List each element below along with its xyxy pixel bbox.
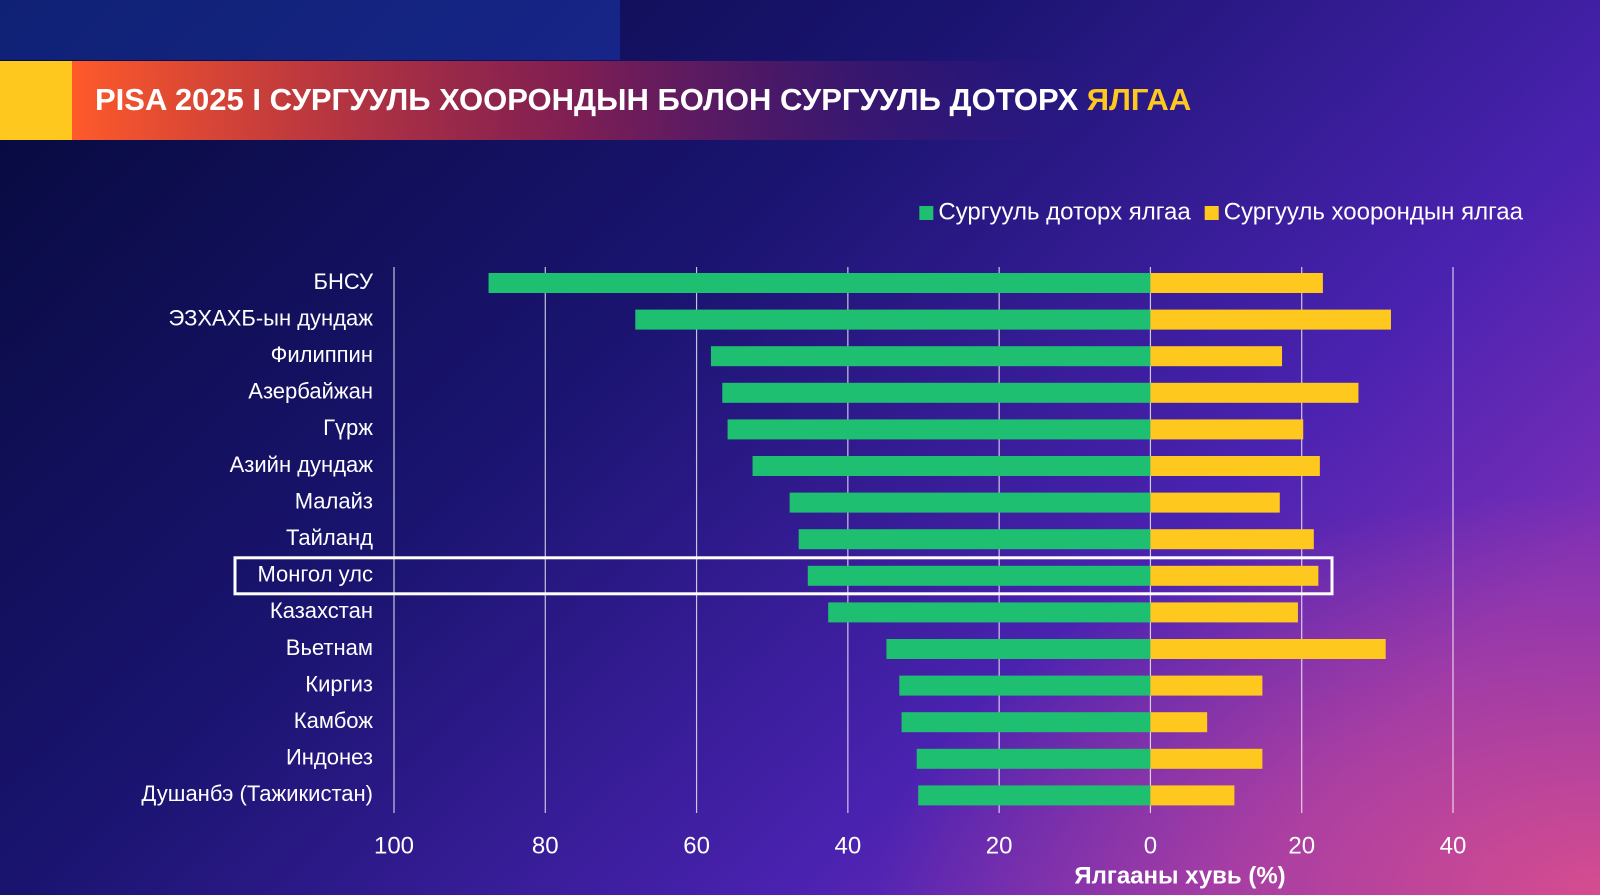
y-tick-label: БНСУ	[314, 269, 374, 294]
y-tick-label: Филиппин	[271, 342, 373, 367]
bar	[807, 565, 1151, 586]
highlight-box	[233, 556, 1334, 596]
bar	[1150, 492, 1280, 513]
bar	[1150, 273, 1323, 293]
title-text: PISA 2025 I СУРГУУЛЬ ХООРОНДЫН БОЛОН СУР…	[95, 82, 1078, 117]
x-tick-label: 20	[1288, 832, 1315, 859]
x-tick-label: 100	[374, 832, 414, 859]
bar	[828, 602, 1151, 623]
bar	[901, 712, 1151, 733]
bar	[1150, 456, 1320, 476]
bar	[1150, 419, 1304, 440]
bar	[1150, 529, 1314, 550]
x-tick-label: 60	[683, 832, 710, 859]
bar	[1150, 675, 1263, 696]
y-tick-label: Малайз	[295, 488, 373, 513]
bar	[635, 309, 1151, 330]
y-tick-label: Гүрж	[323, 415, 373, 440]
bar	[789, 492, 1151, 513]
bar	[886, 639, 1151, 659]
legend-swatch	[1204, 206, 1219, 220]
y-tick-label: Монгол улс	[257, 562, 373, 587]
y-tick-label: Душанбэ (Тажикистан)	[141, 781, 373, 806]
bar	[1150, 346, 1283, 367]
y-tick-label: Казахстан	[270, 598, 373, 623]
y-tick-label: Вьетнам	[286, 635, 373, 660]
bar	[798, 529, 1151, 550]
bar	[1150, 309, 1391, 330]
bar	[727, 419, 1151, 440]
title-banner	[72, 61, 1072, 140]
bar	[722, 382, 1151, 403]
y-tick-label: ЭЗХАХБ-ын дундаж	[169, 305, 374, 330]
bar	[916, 748, 1151, 769]
y-tick-label: Индонез	[286, 745, 373, 770]
bar	[1150, 602, 1298, 623]
bar	[1150, 785, 1235, 806]
title: PISA 2025 I СУРГУУЛЬ ХООРОНДЫН БОЛОН СУР…	[95, 82, 1191, 117]
y-tick-label: Азийн дундаж	[230, 452, 374, 477]
legend-label: Сургууль доторх ялгаа	[938, 198, 1191, 225]
y-tick-label: Киргиз	[305, 671, 373, 696]
plot: 100 80 60 40 20 0 20 40 Ялгааны хувь (%) БНСУ ЭЗХА…	[141, 198, 1523, 889]
bar	[488, 273, 1151, 293]
x-tick-label: 20	[986, 832, 1013, 859]
bar	[1150, 712, 1208, 733]
legend-swatch	[919, 206, 934, 220]
title-highlight: ЯЛГАА	[1087, 82, 1191, 117]
y-tick-label: Камбож	[294, 708, 374, 733]
bar	[752, 456, 1151, 476]
bar	[1150, 748, 1263, 769]
bar	[1150, 382, 1359, 403]
y-tick-label: Тайланд	[286, 525, 373, 550]
top-band	[0, 0, 620, 60]
bar	[918, 785, 1151, 806]
legend-label: Сургууль хоорондын ялгаа	[1224, 198, 1524, 225]
x-tick-label: 80	[532, 832, 559, 859]
x-tick-label: 40	[835, 832, 862, 859]
y-tick-label: Азербайжан	[248, 379, 373, 404]
title-accent	[0, 61, 72, 140]
bar	[899, 675, 1151, 696]
x-tick-label: 0	[1144, 832, 1157, 859]
bar	[1150, 565, 1319, 586]
x-axis-title: Ялгааны хувь (%)	[1074, 862, 1285, 889]
x-tick-label: 40	[1440, 832, 1467, 859]
bar	[1150, 639, 1386, 659]
bar	[710, 346, 1151, 367]
